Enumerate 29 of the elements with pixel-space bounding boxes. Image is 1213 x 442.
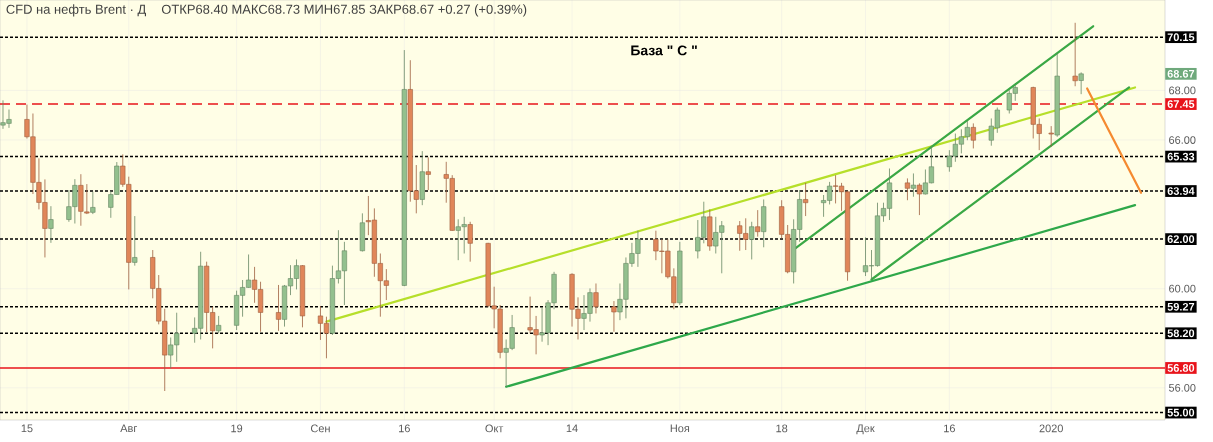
x-tick-label: Окт	[485, 424, 504, 433]
x-tick-label: Ноя	[670, 424, 690, 433]
y-tick-label: 68.00	[1169, 86, 1196, 95]
x-tick-label: 16	[399, 424, 410, 433]
x-tick-label: 18	[776, 424, 788, 433]
ref-line-label: 67.45	[1167, 100, 1195, 108]
ref-line-label: 56.80	[1167, 364, 1195, 372]
chart-title: CFD на нефть Brent · Д	[6, 4, 147, 17]
y-tick-label: 60.00	[1169, 284, 1196, 293]
ref-line-label: 63.94	[1167, 187, 1195, 195]
x-tick-label: 19	[231, 424, 243, 433]
ref-line-label: 59.27	[1167, 302, 1195, 311]
y-tick-label: 56.00	[1168, 383, 1196, 392]
ref-line-label: 65.33	[1167, 152, 1195, 161]
ref-line-label: 70.15	[1167, 33, 1195, 42]
annotation: База " С "	[631, 45, 697, 56]
x-tick-label: 15	[21, 424, 33, 433]
ref-line-label: 58.20	[1167, 329, 1195, 338]
y-tick-label: 66.00	[1169, 136, 1196, 144]
ref-line-label: 62.00	[1167, 235, 1195, 243]
x-tick-label: 14	[566, 424, 578, 433]
annotation: 68.67	[1167, 69, 1195, 78]
x-tick-label: Дек	[856, 424, 875, 435]
x-tick-label: 2020	[1039, 424, 1063, 433]
chart-subtitle: ОТКР68.40 МАКС68.73 МИН67.85 ЗАКР68.67 +0.27 (+0.39%)	[161, 4, 527, 17]
ref-line-label: 55.00	[1167, 408, 1195, 417]
x-tick-label: 16	[944, 424, 955, 433]
x-tick-label: Сен	[310, 424, 330, 433]
x-tick-label: Авг	[120, 424, 138, 433]
